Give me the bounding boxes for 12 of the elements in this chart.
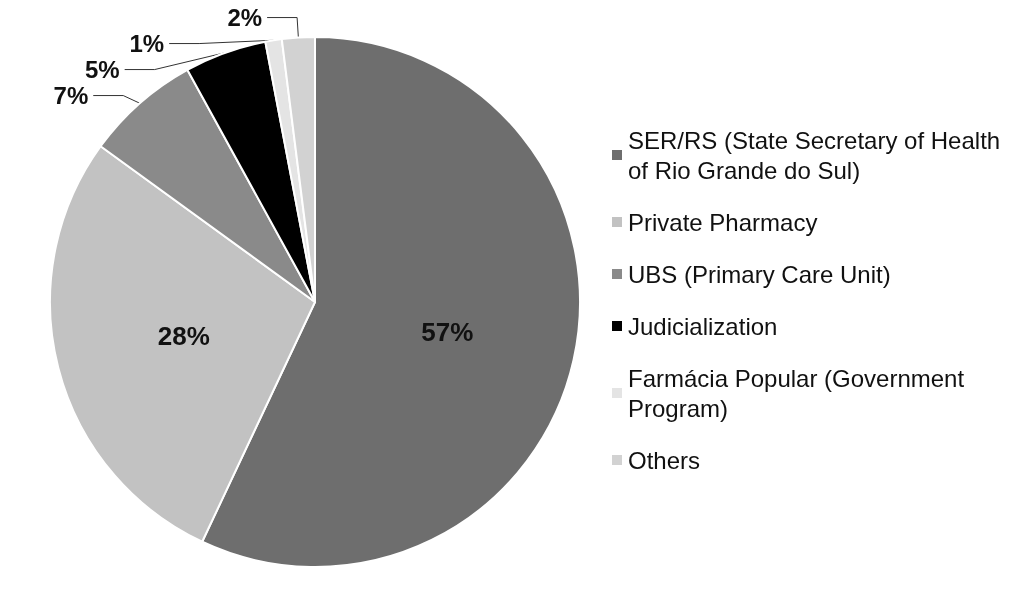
legend-label: Private Pharmacy (628, 208, 818, 236)
data-label: 1% (129, 30, 165, 58)
legend-label: Judicialization (628, 312, 778, 340)
data-label: 2% (227, 4, 263, 32)
legend-label: Farmácia Popular (Government Program) (628, 364, 971, 422)
legend-label: UBS (Primary Care Unit) (628, 260, 891, 288)
data-label: 28% (157, 320, 210, 351)
data-label: 7% (53, 82, 89, 110)
data-label: 57% (421, 316, 474, 347)
legend-label: Others (628, 446, 701, 474)
legend-label: SER/RS (State Secretary of Health of Rio Grande do Sul) (628, 126, 1007, 184)
data-label: 5% (84, 56, 120, 84)
